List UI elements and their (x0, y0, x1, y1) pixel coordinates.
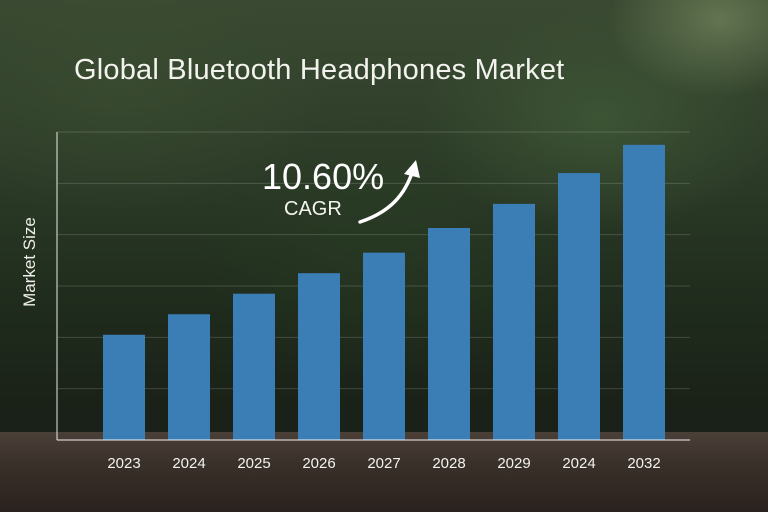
x-tick-label: 2028 (432, 455, 465, 472)
x-tick-label: 2023 (107, 455, 140, 472)
bar-5 (428, 227, 470, 440)
chart-title: Global Bluetooth Headphones Market (74, 54, 565, 86)
curved-up-arrow-icon (358, 160, 420, 224)
x-tick-label: 2032 (627, 455, 660, 472)
x-tick-labels: 2023 2024 2025 2026 2027 2028 2029 2024 2032 (107, 455, 660, 472)
cagr-value: 10.60% (262, 156, 385, 197)
bar-1 (168, 314, 210, 440)
x-tick-label: 2024 (562, 455, 595, 472)
x-tick-label: 2026 (302, 455, 335, 472)
bar-3 (298, 273, 340, 440)
bar-0 (103, 334, 145, 440)
bar-6 (493, 203, 535, 440)
x-tick-label: 2025 (237, 455, 270, 472)
bar-4 (363, 252, 405, 440)
bar-8 (623, 144, 665, 441)
cagr-label: CAGR (284, 198, 342, 220)
bar-7 (558, 173, 600, 441)
x-tick-label: 2027 (367, 455, 400, 472)
bar-2 (233, 293, 275, 440)
x-tick-label: 2029 (497, 455, 530, 472)
x-tick-label: 2024 (172, 455, 205, 472)
bars (103, 144, 665, 441)
wooden-surface (0, 432, 768, 512)
